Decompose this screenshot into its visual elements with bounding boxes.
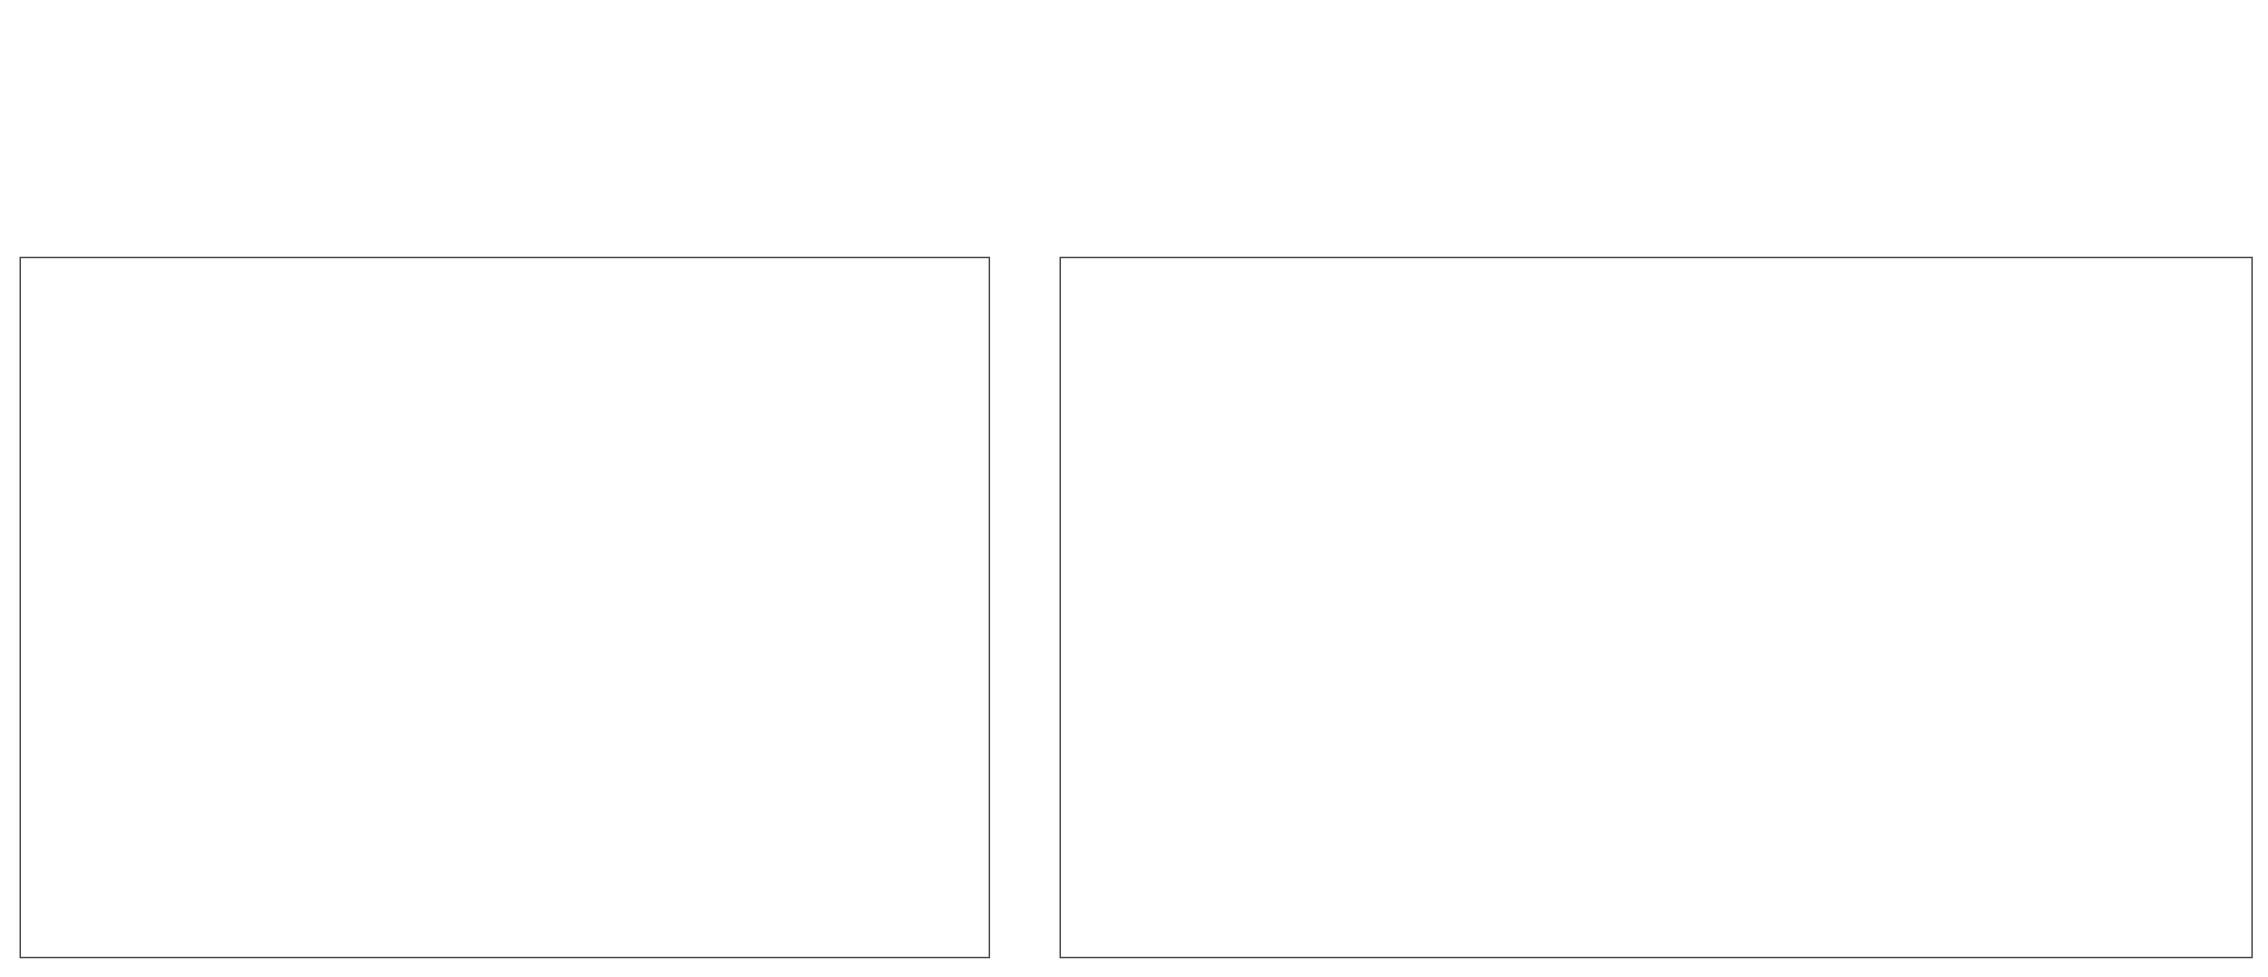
csv-panel	[19, 256, 991, 959]
figure-panel	[1059, 256, 2253, 959]
